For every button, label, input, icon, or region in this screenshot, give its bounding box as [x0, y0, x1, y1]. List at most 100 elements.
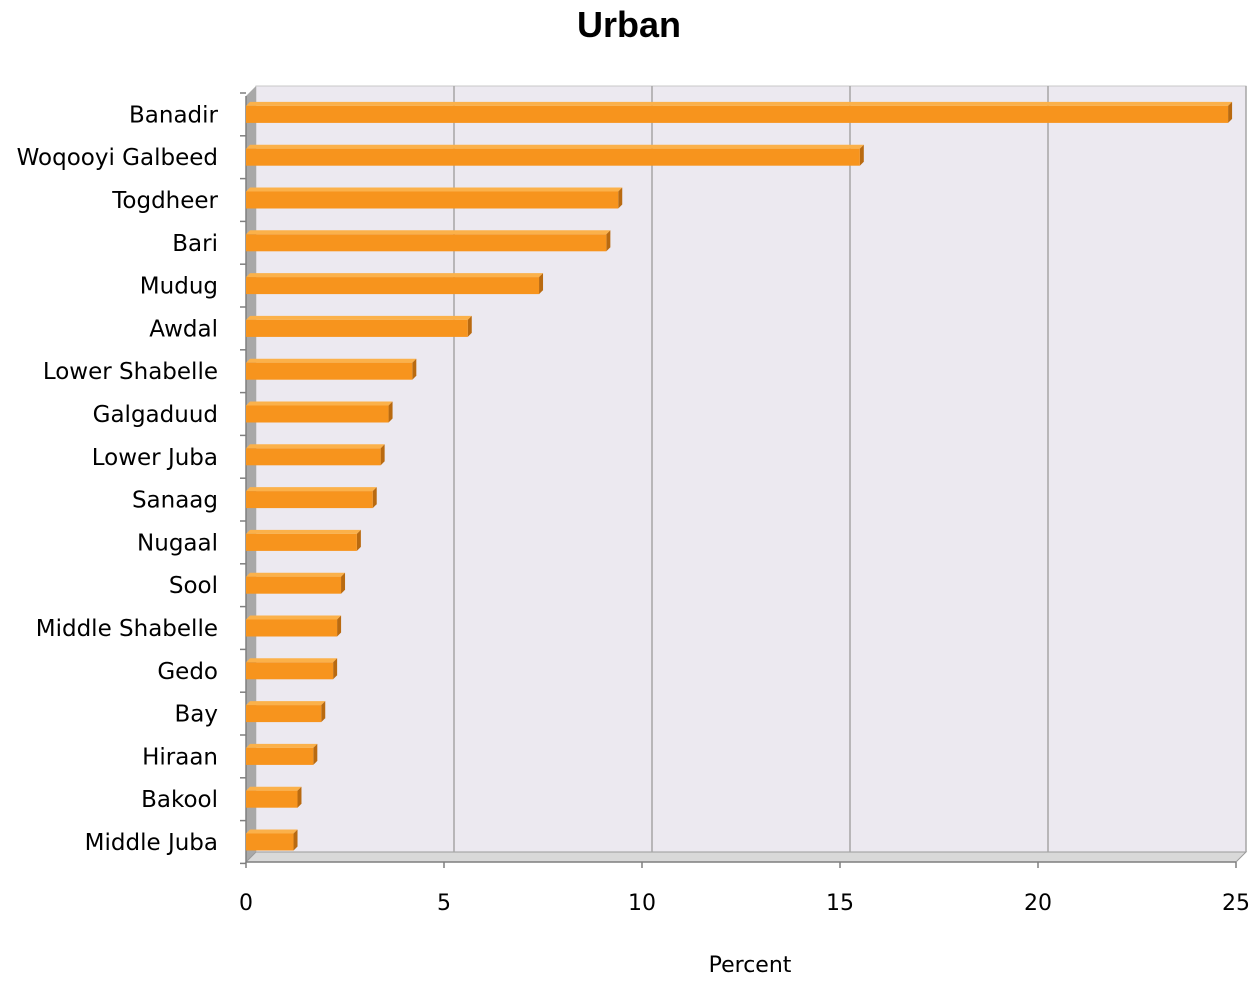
- bar-end-face: [297, 786, 302, 808]
- bar-front-face: [246, 405, 389, 423]
- bar-front-face: [246, 705, 322, 723]
- bar-top-face: [246, 487, 377, 492]
- category-label: Mudug: [140, 274, 218, 300]
- bar-end-face: [606, 230, 611, 252]
- bar-top-face: [246, 187, 623, 192]
- bar-front-face: [246, 319, 468, 337]
- bar-front-face: [246, 491, 373, 509]
- category-label: Middle Juba: [85, 830, 218, 856]
- bar-end-face: [1228, 101, 1233, 123]
- bar-front-face: [246, 234, 607, 252]
- bar: [246, 658, 338, 680]
- bar-top-face: [246, 743, 318, 748]
- chart-title: Urban: [576, 4, 681, 45]
- category-label: Woqooyi Galbeed: [17, 145, 218, 171]
- x-tick-label: 15: [826, 891, 854, 916]
- bar-front-face: [246, 833, 294, 851]
- bar: [246, 230, 611, 252]
- bar: [246, 401, 393, 423]
- bar-end-face: [356, 529, 361, 551]
- bar-end-face: [539, 273, 544, 295]
- x-axis-title: Percent: [709, 953, 792, 978]
- bar: [246, 487, 377, 509]
- bar: [246, 743, 318, 765]
- bar-end-face: [341, 572, 346, 594]
- bar-front-face: [246, 277, 540, 295]
- bar-top-face: [246, 315, 472, 320]
- bar-front-face: [246, 191, 619, 209]
- bar-end-face: [467, 315, 472, 337]
- bar-end-face: [337, 615, 342, 637]
- category-label: Banadir: [129, 102, 219, 128]
- bar: [246, 144, 864, 166]
- category-label: Hiraan: [142, 744, 218, 770]
- x-tick-label: 5: [437, 891, 451, 916]
- bar-front-face: [246, 148, 860, 166]
- bar: [246, 615, 342, 637]
- x-tick-label: 10: [628, 891, 656, 916]
- bar-top-face: [246, 401, 393, 406]
- category-label: Lower Juba: [92, 445, 218, 471]
- x-tick-label: 20: [1024, 891, 1052, 916]
- bar-top-face: [246, 829, 298, 834]
- bar-top-face: [246, 572, 346, 577]
- bar: [246, 829, 298, 851]
- bar-top-face: [246, 658, 338, 663]
- category-label: Nugaal: [137, 530, 218, 556]
- bar-top-face: [246, 101, 1233, 106]
- bar-top-face: [246, 786, 302, 791]
- bar: [246, 701, 326, 723]
- bar-end-face: [859, 144, 864, 166]
- bar-top-face: [246, 444, 385, 449]
- category-label: Middle Shabelle: [36, 616, 218, 642]
- bar-end-face: [618, 187, 623, 209]
- category-label: Awdal: [149, 316, 218, 342]
- bar-end-face: [412, 358, 417, 380]
- bar-end-face: [313, 743, 318, 765]
- bar: [246, 572, 346, 594]
- x-tick-label: 0: [239, 891, 253, 916]
- bar-end-face: [388, 401, 393, 423]
- bar-front-face: [246, 662, 334, 680]
- category-label: Bakool: [141, 787, 218, 813]
- bar: [246, 786, 302, 808]
- category-label: Bay: [175, 702, 218, 728]
- bar-front-face: [246, 747, 314, 765]
- bar-front-face: [246, 105, 1229, 123]
- bar-top-face: [246, 701, 326, 706]
- category-label: Sool: [169, 573, 218, 599]
- bar-end-face: [321, 701, 326, 723]
- x-tick-label: 25: [1222, 891, 1250, 916]
- plot-floor: [244, 851, 1248, 863]
- bar-top-face: [246, 273, 544, 278]
- bar-front-face: [246, 576, 342, 594]
- category-label: Togdheer: [111, 188, 218, 214]
- bar-front-face: [246, 448, 381, 466]
- bar-front-face: [246, 362, 413, 380]
- bar-front-face: [246, 619, 338, 637]
- bar-top-face: [246, 144, 864, 149]
- bar-end-face: [372, 487, 377, 509]
- category-label: Lower Shabelle: [43, 359, 218, 385]
- bar-end-face: [380, 444, 385, 466]
- bar: [246, 529, 361, 551]
- category-label: Gedo: [157, 659, 218, 685]
- bar: [246, 315, 472, 337]
- bar: [246, 444, 385, 466]
- bar: [246, 273, 544, 295]
- bar: [246, 187, 623, 209]
- bar-front-face: [246, 533, 357, 551]
- bar-top-face: [246, 230, 611, 235]
- bar: [246, 101, 1233, 123]
- bar-front-face: [246, 790, 298, 808]
- bar-top-face: [246, 529, 361, 534]
- bar-end-face: [293, 829, 298, 851]
- bar: [246, 358, 417, 380]
- bar-top-face: [246, 615, 342, 620]
- bar-top-face: [246, 358, 417, 363]
- category-label: Bari: [172, 231, 218, 257]
- bar-end-face: [333, 658, 338, 680]
- category-label: Sanaag: [132, 488, 218, 514]
- category-label: Galgaduud: [93, 402, 218, 428]
